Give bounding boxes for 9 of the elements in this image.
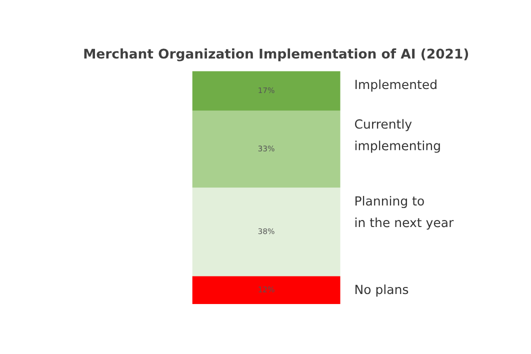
series-label: Planning to in the next year <box>355 196 454 230</box>
chart-title: Merchant Organization Implementation of AI (2021) <box>84 48 468 62</box>
series-label: Implemented <box>355 79 436 92</box>
series-label: No plans <box>355 284 408 297</box>
bar <box>192 71 340 111</box>
bar <box>192 110 340 188</box>
series-label: Currently implementing <box>354 119 440 153</box>
bar <box>192 188 340 276</box>
bar <box>192 276 340 304</box>
